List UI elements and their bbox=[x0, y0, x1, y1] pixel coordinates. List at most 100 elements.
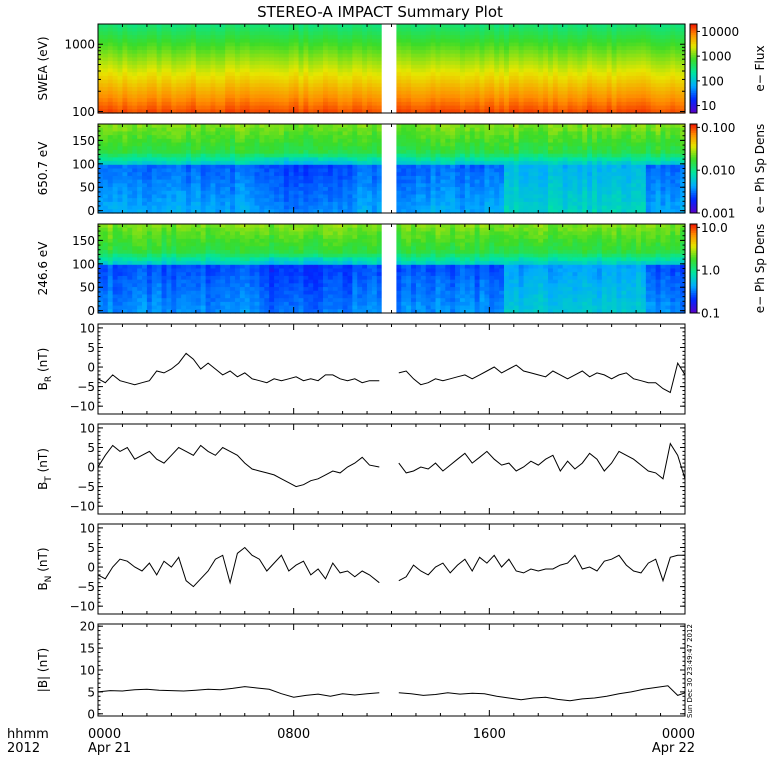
spectrogram-cell bbox=[504, 35, 509, 39]
spectrogram-cell bbox=[460, 165, 465, 169]
spectrogram-cell bbox=[137, 54, 142, 58]
spectrogram-cell bbox=[152, 91, 157, 95]
spectrogram-cell bbox=[279, 83, 284, 87]
spectrogram-cell bbox=[436, 191, 441, 195]
spectrogram-cell bbox=[235, 102, 240, 106]
spectrogram-cell bbox=[259, 69, 264, 73]
spectrogram-cell bbox=[656, 102, 661, 106]
spectrogram-cell bbox=[215, 76, 220, 80]
spectrogram-cell bbox=[181, 191, 186, 195]
spectrogram-cell bbox=[303, 91, 308, 95]
spectrogram-cell bbox=[220, 102, 225, 106]
spectrogram-cell bbox=[201, 24, 206, 28]
spectrogram-cell bbox=[308, 139, 313, 143]
spectrogram-cell bbox=[646, 57, 651, 61]
spectrogram-cell bbox=[122, 206, 127, 210]
spectrogram-cell bbox=[367, 143, 372, 147]
spectrogram-cell bbox=[166, 172, 171, 176]
spectrogram-cell bbox=[215, 191, 220, 195]
spectrogram-cell bbox=[211, 46, 216, 50]
spectrogram-cell bbox=[294, 124, 299, 128]
spectrogram-cell bbox=[201, 206, 206, 210]
spectrogram-cell bbox=[171, 187, 176, 191]
spectrogram-cell bbox=[470, 54, 475, 58]
spectrogram-cell bbox=[108, 165, 113, 169]
spectrogram-cell bbox=[553, 83, 558, 87]
spectrogram-cell bbox=[279, 128, 284, 132]
spectrogram-cell bbox=[406, 35, 411, 39]
spectrogram-cell bbox=[470, 124, 475, 128]
spectrogram-cell bbox=[612, 65, 617, 69]
spectrogram-cell bbox=[250, 176, 255, 180]
spectrogram-cell bbox=[98, 94, 103, 98]
spectrogram-cell bbox=[656, 28, 661, 32]
spectrogram-cell bbox=[264, 202, 269, 206]
spectrogram-cell bbox=[563, 65, 568, 69]
spectrogram-cell bbox=[225, 187, 230, 191]
spectrogram-cell bbox=[162, 198, 167, 202]
spectrogram-cell bbox=[181, 69, 186, 73]
spectrogram-cell bbox=[675, 98, 680, 102]
spectrogram-cell bbox=[235, 54, 240, 58]
spectrogram-cell bbox=[626, 24, 631, 28]
spectrogram-cell bbox=[499, 135, 504, 139]
spectrogram-cell bbox=[362, 106, 367, 110]
spectrogram-cell bbox=[108, 135, 113, 139]
spectrogram-cell bbox=[421, 94, 426, 98]
spectrogram-cell bbox=[563, 24, 568, 28]
spectrogram-cell bbox=[489, 80, 494, 84]
spectrogram-cell bbox=[289, 80, 294, 84]
spectrogram-cell bbox=[108, 150, 113, 154]
spectrogram-cell bbox=[122, 94, 127, 98]
spectrogram-cell bbox=[661, 69, 666, 73]
spectrogram-cell bbox=[524, 102, 529, 106]
spectrogram-cell bbox=[431, 102, 436, 106]
spectrogram-cell bbox=[113, 157, 118, 161]
spectrogram-cell bbox=[445, 128, 450, 132]
spectrogram-cell bbox=[607, 98, 612, 102]
spectrogram-cell bbox=[118, 80, 123, 84]
spectrogram-cell bbox=[264, 146, 269, 150]
spectrogram-cell bbox=[651, 91, 656, 95]
spectrogram-cell bbox=[108, 39, 113, 43]
spectrogram-cell bbox=[484, 91, 489, 95]
spectrogram-cell bbox=[396, 94, 401, 98]
spectrogram-cell bbox=[333, 198, 338, 202]
spectrogram-cell bbox=[245, 143, 250, 147]
plot-title: STEREO-A IMPACT Summary Plot bbox=[257, 3, 503, 21]
spectrogram-cell bbox=[367, 128, 372, 132]
spectrogram-cell bbox=[250, 91, 255, 95]
spectrogram-cell bbox=[631, 28, 636, 32]
spectrogram-cell bbox=[215, 94, 220, 98]
spectrogram-cell bbox=[274, 154, 279, 158]
spectrogram-cell bbox=[367, 69, 372, 73]
spectrogram-cell bbox=[108, 28, 113, 32]
spectrogram-cell bbox=[617, 87, 622, 91]
spectrogram-cell bbox=[269, 157, 274, 161]
spectrogram-cell bbox=[357, 61, 362, 65]
spectrogram-cell bbox=[211, 157, 216, 161]
spectrogram-cell bbox=[269, 135, 274, 139]
spectrogram-cell bbox=[235, 172, 240, 176]
spectrogram-cell bbox=[103, 76, 108, 80]
spectrogram-cell bbox=[294, 24, 299, 28]
spectrogram-cell bbox=[455, 172, 460, 176]
spectrogram-cell bbox=[617, 35, 622, 39]
spectrogram-cell bbox=[568, 24, 573, 28]
spectrogram-cell bbox=[406, 154, 411, 158]
spectrogram-cell bbox=[122, 80, 127, 84]
spectrogram-cell bbox=[362, 65, 367, 69]
spectrogram-cell bbox=[103, 198, 108, 202]
spectrogram-cell bbox=[103, 128, 108, 132]
spectrogram-cell bbox=[108, 87, 113, 91]
spectrogram-cell bbox=[333, 54, 338, 58]
spectrogram-cell bbox=[328, 83, 333, 87]
spectrogram-cell bbox=[230, 202, 235, 206]
spectrogram-cell bbox=[181, 83, 186, 87]
spectrogram-cell bbox=[338, 128, 343, 132]
spectrogram-cell bbox=[220, 183, 225, 187]
spectrogram-cell bbox=[396, 83, 401, 87]
spectrogram-cell bbox=[152, 187, 157, 191]
spectrogram-cell bbox=[152, 139, 157, 143]
spectrogram-cell bbox=[166, 106, 171, 110]
